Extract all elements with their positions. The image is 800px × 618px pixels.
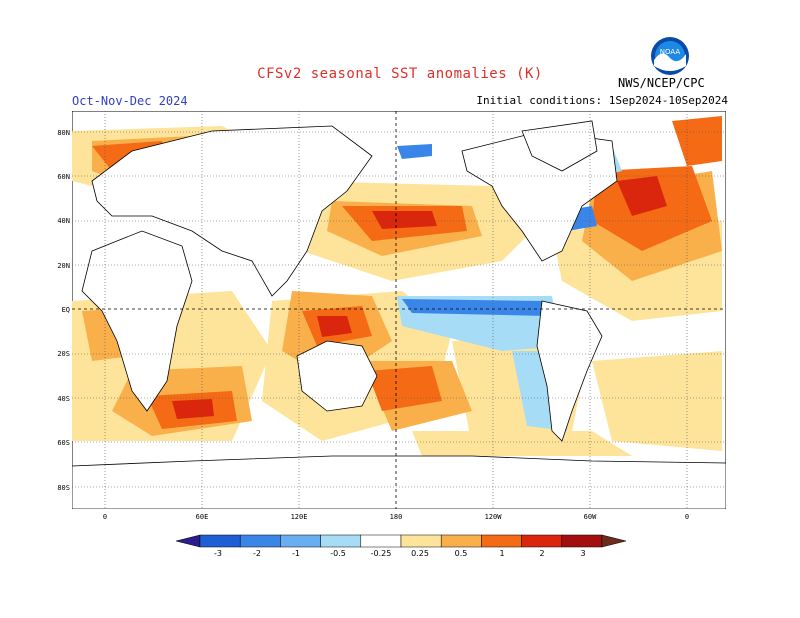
colorbar-label: 0.5 bbox=[454, 549, 468, 558]
noaa-logo-text: NOAA bbox=[660, 48, 681, 56]
eurasia bbox=[91, 125, 373, 297]
colorbar-cell bbox=[601, 534, 626, 548]
lat-label: EQ bbox=[61, 306, 70, 314]
warm-anomaly-extreme bbox=[172, 176, 667, 419]
colorbar-cell bbox=[280, 534, 321, 548]
sst-anomaly-map bbox=[72, 111, 726, 509]
colorbar-label: -0.5 bbox=[330, 549, 346, 558]
colorbar-label: -2 bbox=[253, 549, 261, 558]
colorbar-cell bbox=[440, 534, 482, 548]
graticule bbox=[72, 111, 726, 509]
equator-dateline bbox=[72, 111, 726, 509]
colorbar-cell bbox=[561, 534, 603, 548]
continents bbox=[72, 120, 726, 509]
lat-label: 80N bbox=[57, 129, 70, 137]
lon-label: 0 bbox=[684, 513, 690, 521]
australia bbox=[296, 340, 378, 412]
lon-label: 120E bbox=[290, 513, 308, 521]
colorbar-cell bbox=[239, 534, 281, 548]
colorbar-label: 3 bbox=[580, 549, 586, 558]
lon-label: 120W bbox=[484, 513, 502, 521]
colorbar-label: 0.25 bbox=[411, 549, 429, 558]
lon-label: 60W bbox=[583, 513, 597, 521]
colorbar-cell bbox=[320, 534, 362, 548]
colorbar-cell bbox=[360, 534, 402, 548]
lat-label: 60S bbox=[57, 439, 70, 447]
map-title: CFSv2 seasonal SST anomalies (K) bbox=[257, 66, 543, 82]
lat-label: 20S bbox=[57, 350, 70, 358]
lon-label: 60E bbox=[195, 513, 209, 521]
colorbar-label: -0.25 bbox=[370, 549, 392, 558]
colorbar-label: -3 bbox=[214, 549, 222, 558]
noaa-logo: NOAA bbox=[651, 37, 689, 75]
south-america bbox=[536, 300, 603, 442]
lon-label: 0 bbox=[102, 513, 108, 521]
lon-label: 180 bbox=[389, 513, 403, 521]
colorbar-cell bbox=[176, 534, 201, 548]
colorbar-label: 2 bbox=[539, 549, 545, 558]
agency-label: NWS/NCEP/CPC bbox=[618, 76, 705, 90]
lat-label: 20N bbox=[57, 262, 70, 270]
north-america bbox=[461, 130, 618, 262]
initial-conditions-label: Initial conditions: 1Sep2024-10Sep2024 bbox=[476, 94, 728, 107]
greenland bbox=[521, 120, 598, 172]
lat-label: 80S bbox=[57, 484, 70, 492]
lat-label: 60N bbox=[57, 173, 70, 181]
colorbar-label: 1 bbox=[499, 549, 505, 558]
season-label: Oct-Nov-Dec 2024 bbox=[72, 94, 188, 108]
antarctica bbox=[72, 455, 726, 509]
colorbar-cell bbox=[400, 534, 442, 548]
lat-label: 40S bbox=[57, 395, 70, 403]
africa bbox=[81, 230, 193, 412]
colorbar-cell bbox=[521, 534, 563, 548]
colorbar-cell bbox=[481, 534, 522, 548]
lat-label: 40N bbox=[57, 217, 70, 225]
colorbar-label: -1 bbox=[292, 549, 300, 558]
colorbar bbox=[176, 534, 626, 548]
colorbar-cell bbox=[199, 534, 241, 548]
